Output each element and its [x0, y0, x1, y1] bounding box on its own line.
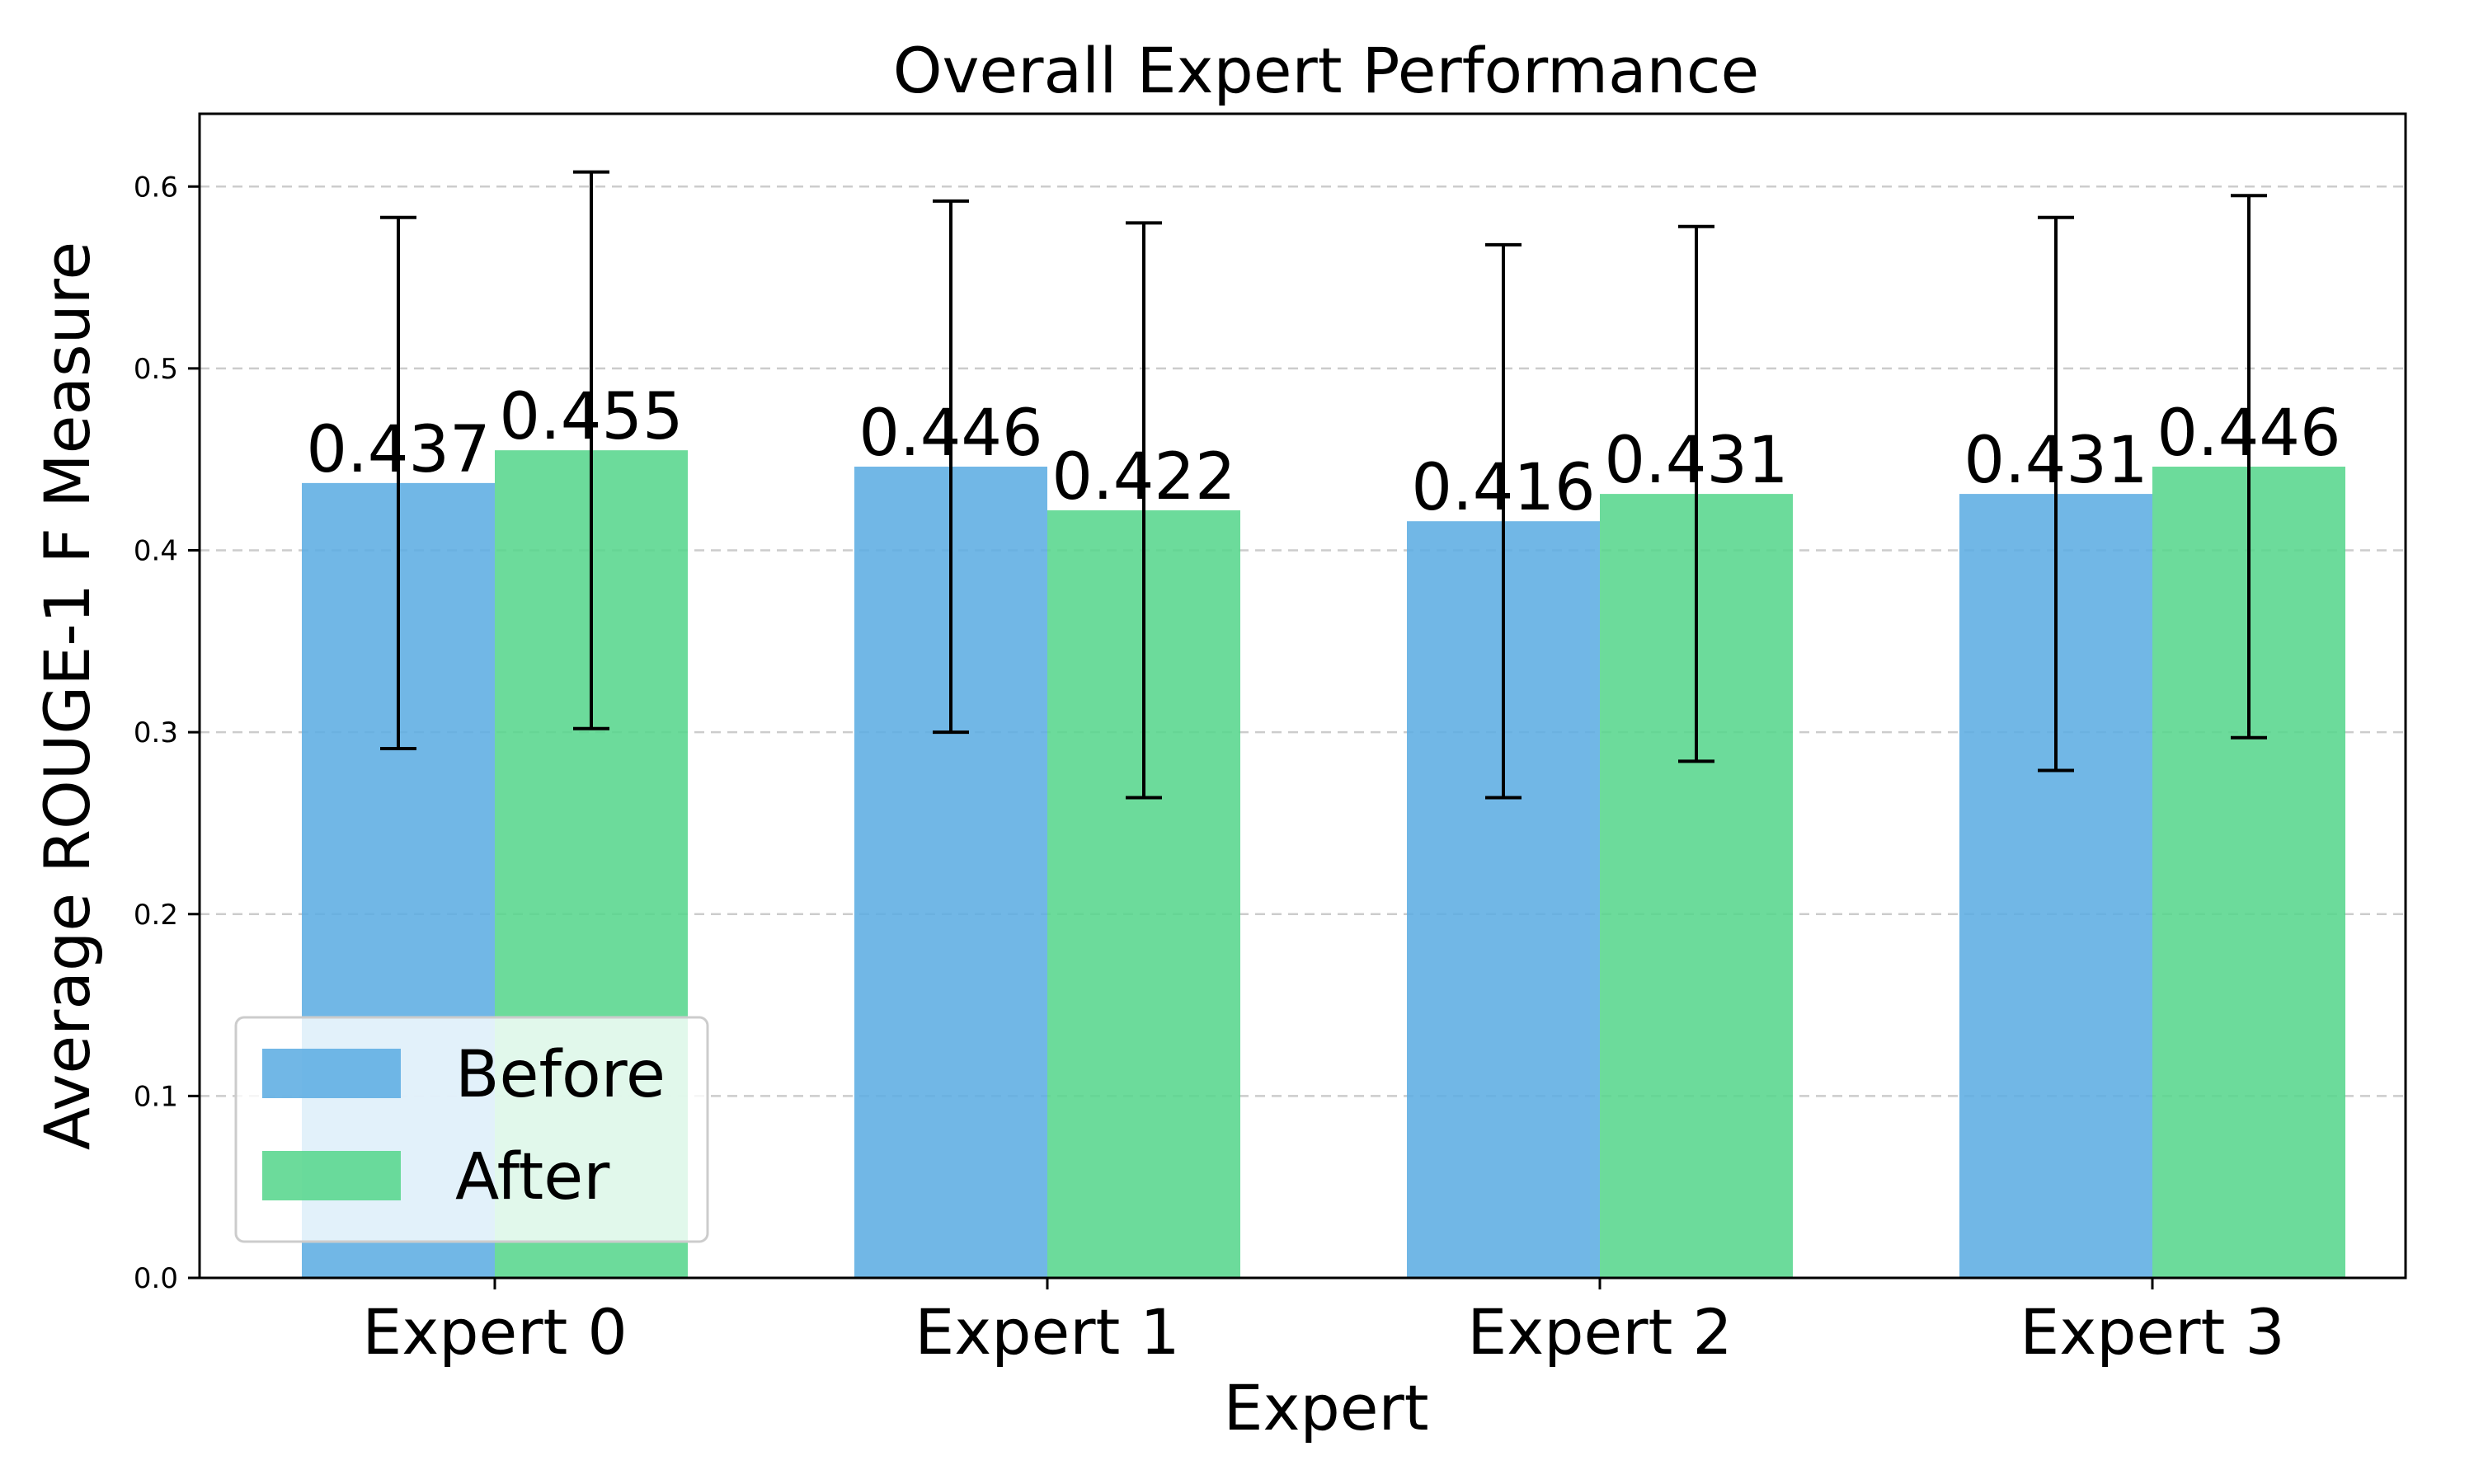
y-axis-ticks: 0.0 0.1 0.2 0.3 0.4 0.5 0.6 — [134, 171, 200, 1295]
y-axis-label: Average ROUGE-1 F Measure — [31, 242, 104, 1150]
bar-value-label: 0.431 — [1964, 424, 2147, 498]
y-tick-label: 0.3 — [134, 716, 178, 749]
x-axis-label: Expert — [1223, 1371, 1428, 1444]
y-tick-label: 0.5 — [134, 353, 178, 386]
y-tick-label: 0.0 — [134, 1262, 178, 1295]
bar-value-label: 0.446 — [2157, 397, 2340, 471]
chart-title: Overall Expert Performance — [893, 34, 1760, 107]
legend-label-after: After — [455, 1140, 610, 1214]
bar-value-label: 0.431 — [1604, 424, 1788, 498]
plot-frame — [198, 112, 2407, 1280]
y-tick-label: 0.2 — [134, 899, 178, 932]
legend: Before After — [234, 1016, 709, 1243]
bar-value-label: 0.455 — [499, 380, 683, 454]
x-tick-label: Expert 2 — [1467, 1295, 1733, 1369]
x-axis-ticks: Expert 0 Expert 1 Expert 2 Expert 3 — [362, 1278, 2285, 1369]
bar-value-label: 0.416 — [1411, 451, 1595, 525]
x-tick-label: Expert 1 — [915, 1295, 1180, 1369]
bar-value-label: 0.422 — [1051, 440, 1235, 514]
x-tick-label: Expert 3 — [2020, 1295, 2285, 1369]
bar-value-label: 0.446 — [858, 397, 1042, 471]
legend-label-before: Before — [455, 1038, 666, 1112]
y-tick-label: 0.4 — [134, 535, 178, 568]
x-tick-label: Expert 0 — [362, 1295, 628, 1369]
error-bars — [380, 170, 2267, 800]
bar-value-label: 0.437 — [306, 413, 490, 487]
y-tick-label: 0.6 — [134, 171, 178, 204]
y-tick-label: 0.1 — [134, 1080, 178, 1113]
legend-swatch-before — [262, 1049, 401, 1098]
legend-swatch-after — [262, 1151, 401, 1200]
